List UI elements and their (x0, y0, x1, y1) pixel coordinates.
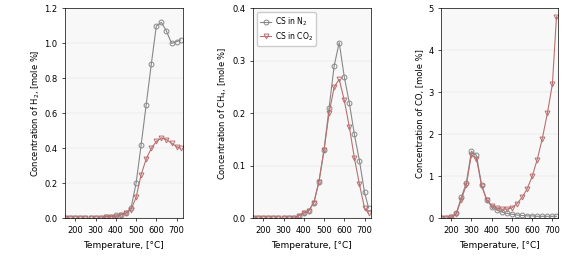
X-axis label: Temperature, [°C]: Temperature, [°C] (83, 241, 164, 249)
Y-axis label: Concentration of CH$_4$, [mole %]: Concentration of CH$_4$, [mole %] (217, 47, 230, 180)
X-axis label: Temperature, [°C]: Temperature, [°C] (459, 241, 540, 249)
Legend: CS in N$_2$, CS in CO$_2$: CS in N$_2$, CS in CO$_2$ (257, 12, 316, 46)
Y-axis label: Concentration of CO, [mole %]: Concentration of CO, [mole %] (416, 49, 425, 178)
Y-axis label: Concentration of H$_2$, [mole %]: Concentration of H$_2$, [mole %] (29, 50, 41, 177)
X-axis label: Temperature, [°C]: Temperature, [°C] (272, 241, 352, 249)
